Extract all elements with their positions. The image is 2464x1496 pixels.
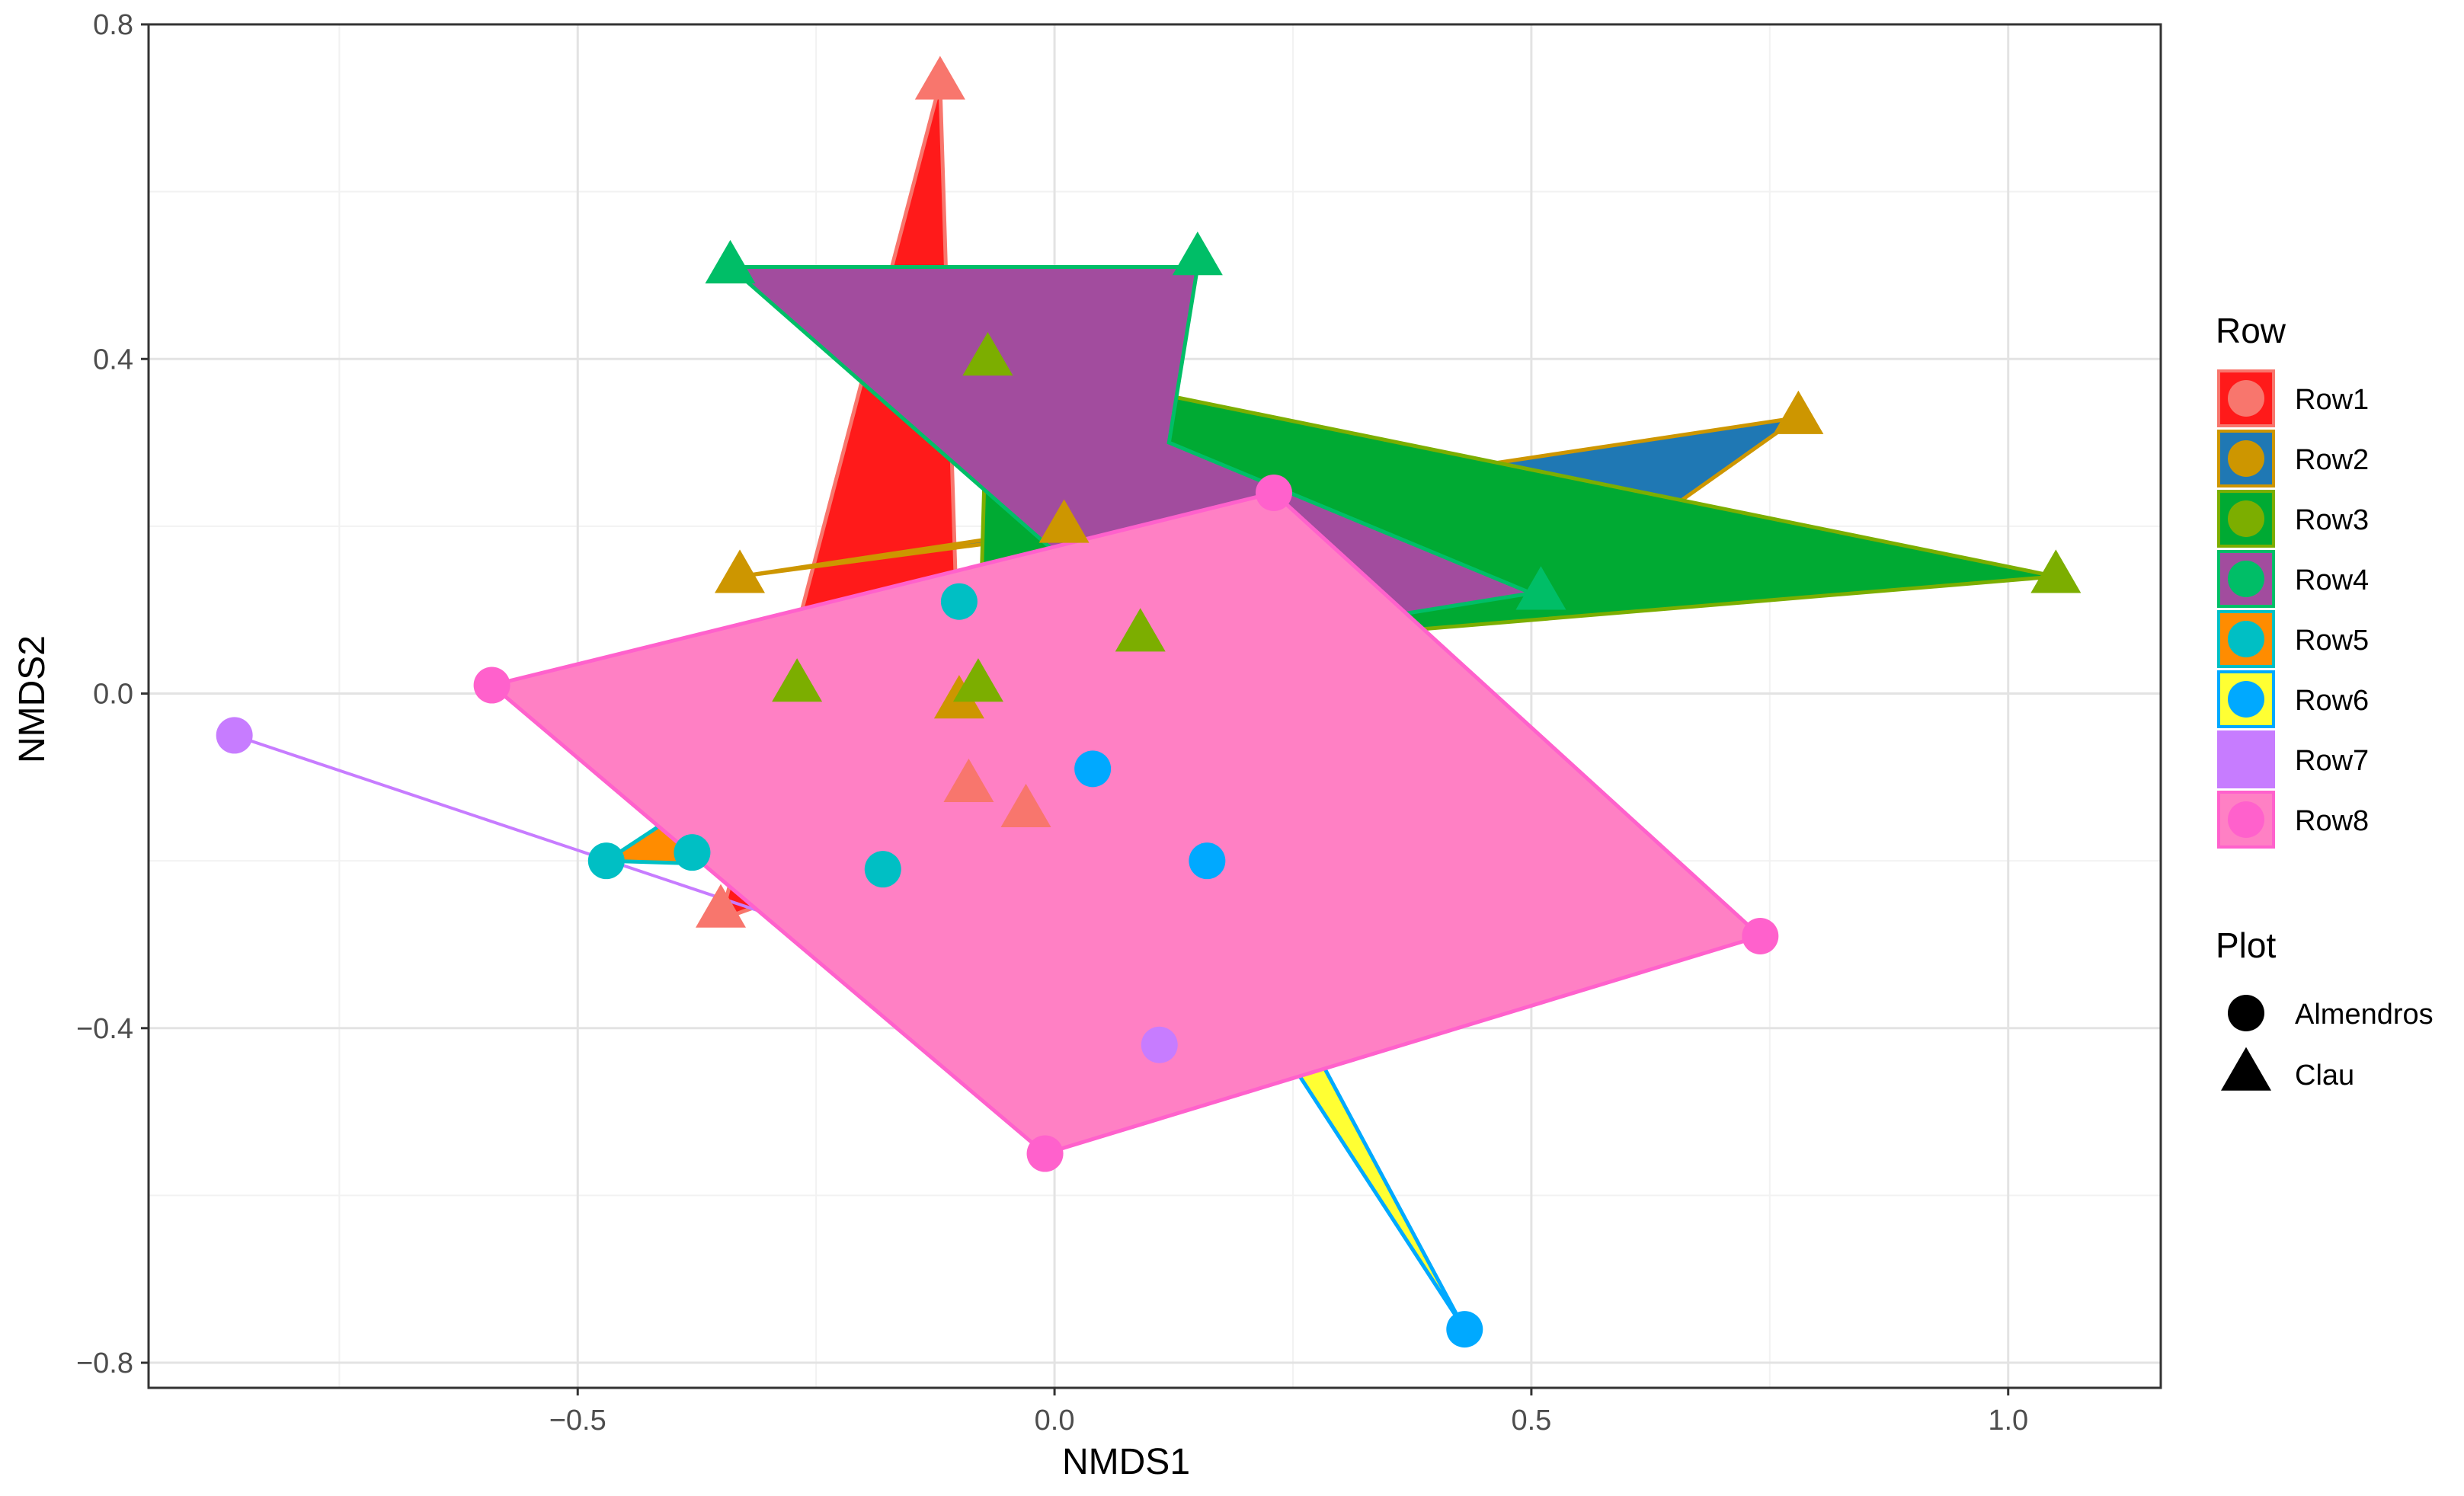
point-row3-clau [1115, 608, 1166, 652]
x-axis-label: NMDS1 [1062, 1442, 1190, 1482]
tick-labels: −0.5 0.0 0.5 1.0 −0.8 −0.4 0.0 0.4 0.8 [76, 9, 2028, 1437]
point-row5-almendros [587, 842, 625, 880]
y-tick-label: 0.8 [93, 9, 133, 41]
point-row3-clau [772, 658, 823, 702]
plot-panel-border [147, 23, 2162, 1389]
point-row8-almendros [1026, 1135, 1064, 1172]
legend-label-row6: Row6 [2295, 685, 2369, 717]
legend: Row Row1 Row2 Row3 Row4 Row5 Row6 Row7 Row8 Plo… [2216, 311, 2434, 1092]
y-tick-label: −0.4 [76, 1013, 133, 1045]
data-points [216, 56, 2082, 1348]
legend-key-dot-row1 [2228, 380, 2264, 417]
axis-ticks [141, 23, 2010, 1395]
point-row8-almendros [1255, 474, 1292, 511]
legend-label-row4: Row4 [2295, 564, 2369, 596]
legend-label-almendros: Almendros [2295, 999, 2434, 1031]
point-row6-almendros [1189, 842, 1226, 880]
legend-label-row5: Row5 [2295, 625, 2369, 657]
point-row8-almendros [1742, 917, 1779, 954]
legend-plot-keys: Almendros Clau [2221, 995, 2434, 1092]
point-row7-almendros [1141, 1026, 1178, 1063]
point-row3-clau [2030, 549, 2082, 593]
legend-key-dot-row3 [2228, 500, 2264, 537]
point-row1-clau [695, 884, 746, 928]
point-row5-almendros [940, 583, 978, 620]
point-row4-clau [705, 240, 756, 284]
legend-key-dot-row4 [2228, 561, 2264, 597]
legend-label-row3: Row3 [2295, 504, 2369, 536]
legend-key-dot-row2 [2228, 440, 2264, 477]
y-axis-label: NMDS2 [12, 635, 53, 763]
point-row3-clau [962, 331, 1013, 376]
point-row2-clau [715, 549, 766, 593]
x-tick-label: −0.5 [549, 1405, 606, 1437]
legend-label-clau: Clau [2295, 1060, 2354, 1092]
y-tick-label: −0.8 [76, 1347, 133, 1379]
legend-label-row7: Row7 [2295, 745, 2369, 777]
legend-shape-triangle [2221, 1047, 2271, 1091]
legend-key-dot-row7 [2228, 741, 2264, 778]
y-tick-label: 0.4 [93, 344, 133, 376]
legend-label-row2: Row2 [2295, 444, 2369, 476]
point-row2-clau [1038, 499, 1090, 543]
x-tick-label: 0.5 [1511, 1405, 1551, 1437]
x-tick-label: 0.0 [1035, 1405, 1075, 1437]
point-row1-clau [914, 56, 965, 100]
point-row7-almendros [216, 717, 253, 754]
point-row5-almendros [864, 851, 901, 888]
legend-label-row1: Row1 [2295, 384, 2369, 416]
legend-shape-circle [2228, 995, 2264, 1031]
legend-label-row8: Row8 [2295, 805, 2369, 837]
point-row2-clau [1773, 390, 1824, 434]
point-row4-clau [1172, 232, 1223, 276]
point-row4-clau [1515, 566, 1566, 610]
point-row5-almendros [674, 834, 711, 871]
legend-title-row: Row [2216, 311, 2286, 350]
point-row8-almendros [473, 666, 510, 704]
point-row6-almendros [1074, 750, 1112, 788]
y-tick-label: 0.0 [93, 679, 133, 711]
point-row1-clau [1000, 783, 1051, 827]
legend-key-dot-row6 [2228, 681, 2264, 718]
point-row3-clau [952, 658, 1003, 702]
x-tick-label: 1.0 [1988, 1405, 2028, 1437]
legend-row-keys: Row1 Row2 Row3 Row4 Row5 Row6 Row7 Row8 [2217, 369, 2369, 849]
point-row6-almendros [1446, 1311, 1483, 1348]
point-row1-clau [943, 758, 994, 803]
legend-title-plot: Plot [2216, 925, 2276, 965]
legend-key-dot-row8 [2228, 801, 2264, 838]
legend-key-dot-row5 [2228, 621, 2264, 657]
